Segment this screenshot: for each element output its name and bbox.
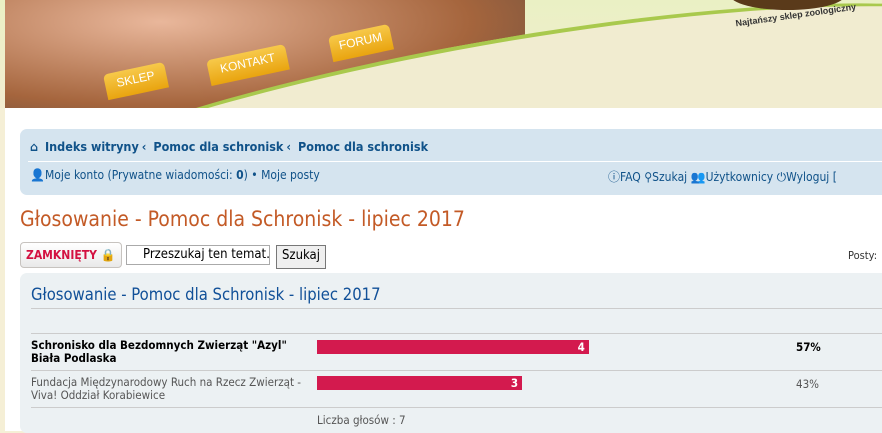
search-icon: ⚲ [644, 170, 653, 184]
users-link[interactable]: Użytkownicy [705, 170, 774, 184]
logout-link[interactable]: Wyloguj [ [786, 170, 837, 184]
users-icon: 👥 [690, 170, 706, 184]
user-links: 👤Moje konto (Prywatne wiadomości: 0) • M… [30, 168, 320, 182]
separator: • [251, 168, 258, 182]
poll-total: Liczba głosów : 7 [317, 413, 406, 427]
poll-bar: 3 [317, 376, 523, 390]
power-icon: ⏻ [776, 170, 787, 184]
my-posts-link[interactable]: Moje posty [261, 168, 320, 182]
posts-count: Posty: [848, 249, 878, 262]
poll-percent: 43% [796, 377, 819, 391]
poll-panel: Głosowanie - Pomoc dla Schronisk - lipie… [20, 273, 882, 433]
my-account-link[interactable]: Moje konto [44, 168, 105, 182]
breadcrumb-forum[interactable]: Pomoc dla schronisk [153, 139, 284, 154]
page-title[interactable]: Głosowanie - Pomoc dla Schronisk - lipie… [20, 207, 465, 231]
breadcrumb-subforum[interactable]: Pomoc dla schronisk [297, 139, 429, 154]
divider [31, 333, 882, 334]
divider [31, 370, 882, 371]
breadcrumb-index[interactable]: Indeks witryny [44, 139, 139, 154]
search-button[interactable]: Szukaj [276, 245, 326, 269]
lock-icon: 🔒 [100, 248, 116, 262]
user-icon: 👤 [30, 168, 45, 182]
poll-percent: 57% [796, 340, 821, 354]
navbar: ⌂ Indeks witryny ‹ Pomoc dla schronisk ‹ P… [20, 129, 882, 195]
poll-bar: 4 [317, 340, 589, 354]
poll-option-label: Fundacja Międzynarodowy Ruch na Rzecz Zw… [31, 375, 302, 402]
faq-link[interactable]: FAQ [620, 170, 641, 184]
divider [31, 407, 882, 408]
faq-icon: ⓘ [608, 170, 621, 184]
home-icon: ⌂ [30, 139, 39, 154]
site-header: SKLEP KONTAKT FORUM Najtańszy sklep zool… [0, 0, 882, 108]
divider [31, 308, 882, 309]
search-link[interactable]: Szukaj [652, 170, 688, 184]
divider [28, 161, 882, 162]
poll-option-label: Schronisko dla Bezdomnych Zwierząt "Azyl… [31, 338, 287, 365]
poll-title: Głosowanie - Pomoc dla Schronisk - lipie… [31, 285, 381, 304]
search-input[interactable]: Przeszukaj ten temat… [126, 245, 270, 265]
logo[interactable] [730, 0, 845, 10]
breadcrumb: ⌂ Indeks witryny ‹ Pomoc dla schronisk ‹ P… [30, 139, 429, 154]
locked-button[interactable]: ZAMKNIĘTY 🔒 [20, 242, 122, 268]
pm-link[interactable]: (Prywatne wiadomości: 0) [107, 168, 248, 182]
right-links: ⓘFAQ ⚲Szukaj 👥Użytkownicy ⏻Wyloguj [ [608, 168, 837, 185]
